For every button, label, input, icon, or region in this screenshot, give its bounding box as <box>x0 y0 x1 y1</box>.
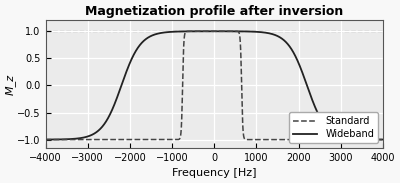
Standard <box>57 139 62 141</box>
Standard <box>202 30 207 32</box>
Legend: Standard, Wideband: Standard, Wideband <box>289 112 378 143</box>
Standard <box>43 139 48 141</box>
Wideband <box>109 110 114 112</box>
Standard <box>63 139 68 141</box>
Line: Standard: Standard <box>46 31 383 140</box>
Wideband <box>212 30 216 32</box>
Standard <box>208 30 213 32</box>
Title: Magnetization profile after inversion: Magnetization profile after inversion <box>85 5 343 18</box>
Wideband <box>57 138 62 141</box>
X-axis label: Frequency [Hz]: Frequency [Hz] <box>172 168 256 178</box>
Standard <box>45 139 50 141</box>
Wideband <box>363 138 368 140</box>
Wideband <box>43 139 48 141</box>
Standard <box>363 139 368 141</box>
Line: Wideband: Wideband <box>46 31 383 140</box>
Y-axis label: M_z: M_z <box>5 74 16 95</box>
Wideband <box>45 139 50 141</box>
Standard <box>109 139 114 141</box>
Wideband <box>63 138 68 140</box>
Wideband <box>380 139 385 141</box>
Wideband <box>208 30 213 32</box>
Standard <box>380 139 385 141</box>
